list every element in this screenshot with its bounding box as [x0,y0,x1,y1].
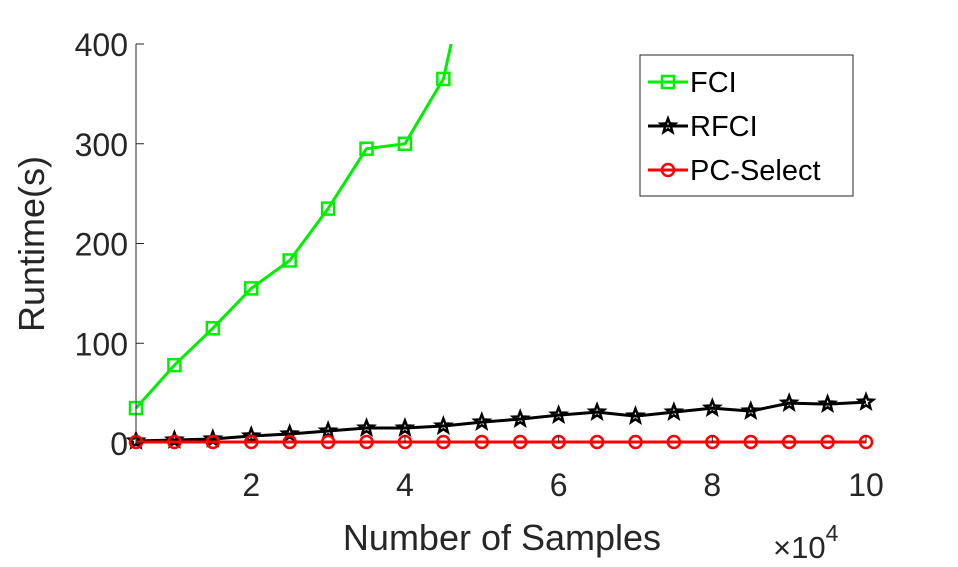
series-pc-select-marker-18 [820,434,835,450]
series-fci-marker-5 [320,201,336,216]
series-rfci-marker-15 [701,397,723,417]
series-rfci [125,391,877,450]
x-exponent-power: 4 [826,520,839,546]
legend: FCI RFCI PC-Select [639,54,854,197]
series-rfci-marker-8 [432,415,454,435]
series-rfci-marker-18 [817,393,839,414]
series-fci-marker-4 [282,253,297,268]
x-axis-label: Number of Samples [343,517,661,558]
series-rfci-marker-13 [625,405,646,425]
y-tick-label-2: 200 [75,227,128,263]
series-fci-line [134,44,453,410]
x-tick-label-0: 2 [242,467,260,503]
series-fci-marker-2 [205,321,221,336]
series-rfci-marker-17 [778,392,800,413]
series-rfci-marker-12 [586,401,608,421]
series-rfci-marker-7 [394,417,416,437]
y-ticks: 0 100 200 300 400 [75,27,144,462]
y-tick-label-4: 400 [75,27,128,63]
x-tick-label-4: 10 [848,467,884,503]
x-tick-label-3: 8 [703,467,721,503]
series-rfci-marker-9 [471,411,493,431]
series-pc-select-marker-17 [781,434,797,450]
x-tick-label-1: 4 [396,467,414,503]
legend-label-pc-select: PC-Select [690,155,821,187]
x-exponent-base: ×10 [773,530,826,565]
y-axis-label: Runtime(s) [11,156,52,332]
series-rfci-marker-6 [356,417,377,437]
x-tick-label-2: 6 [550,467,568,503]
series-fci-marker-6 [359,141,374,156]
legend-entry-fci: FCI [648,67,737,99]
series-pc-select-marker-2 [205,434,221,450]
series-fci-marker-8 [436,71,451,87]
series-rfci-marker-10 [509,408,531,428]
series-fci-marker-3 [244,281,259,296]
series-pc-select-marker-9 [474,434,490,450]
series-pc-select-marker-14 [666,434,682,450]
x-ticks: 2 4 6 8 10 [242,435,884,503]
legend-pc-select-marker-0 [660,162,676,178]
series-pc-select-marker-6 [359,434,374,450]
series-pc-select-marker-1 [167,434,182,450]
series-pc-select-marker-12 [589,434,605,450]
y-tick-label-1: 100 [75,326,128,362]
legend-rfci-marker-0 [657,115,679,135]
series-pc-select-marker-10 [512,434,528,450]
legend-entry-pc-select: PC-Select [648,155,821,187]
series-rfci-marker-14 [663,401,685,421]
series-pc-select-marker-13 [628,434,643,450]
series-rfci-marker-5 [317,420,339,440]
series-pc-select-marker-8 [436,434,451,450]
series-pc-select-marker-5 [320,434,336,450]
legend-fci-marker-0 [660,74,676,90]
series-rfci-marker-19 [855,391,877,412]
series-rfci-marker-11 [548,404,570,424]
legend-entries: FCI RFCI PC-Select [648,67,821,187]
series-fci-marker-7 [397,136,413,151]
legend-label-rfci: RFCI [690,111,758,143]
y-tick-label-3: 300 [75,127,128,163]
x-axis-exponent: ×104 [773,520,839,565]
series-pc-select-marker-4 [282,434,297,450]
series-pc-select-marker-16 [743,434,758,450]
legend-entry-rfci: RFCI [648,111,758,143]
series-fci-marker-1 [167,357,182,373]
y-tick-label-0: 0 [110,426,128,462]
series-rfci-marker-16 [740,400,762,420]
legend-label-fci: FCI [690,67,737,99]
